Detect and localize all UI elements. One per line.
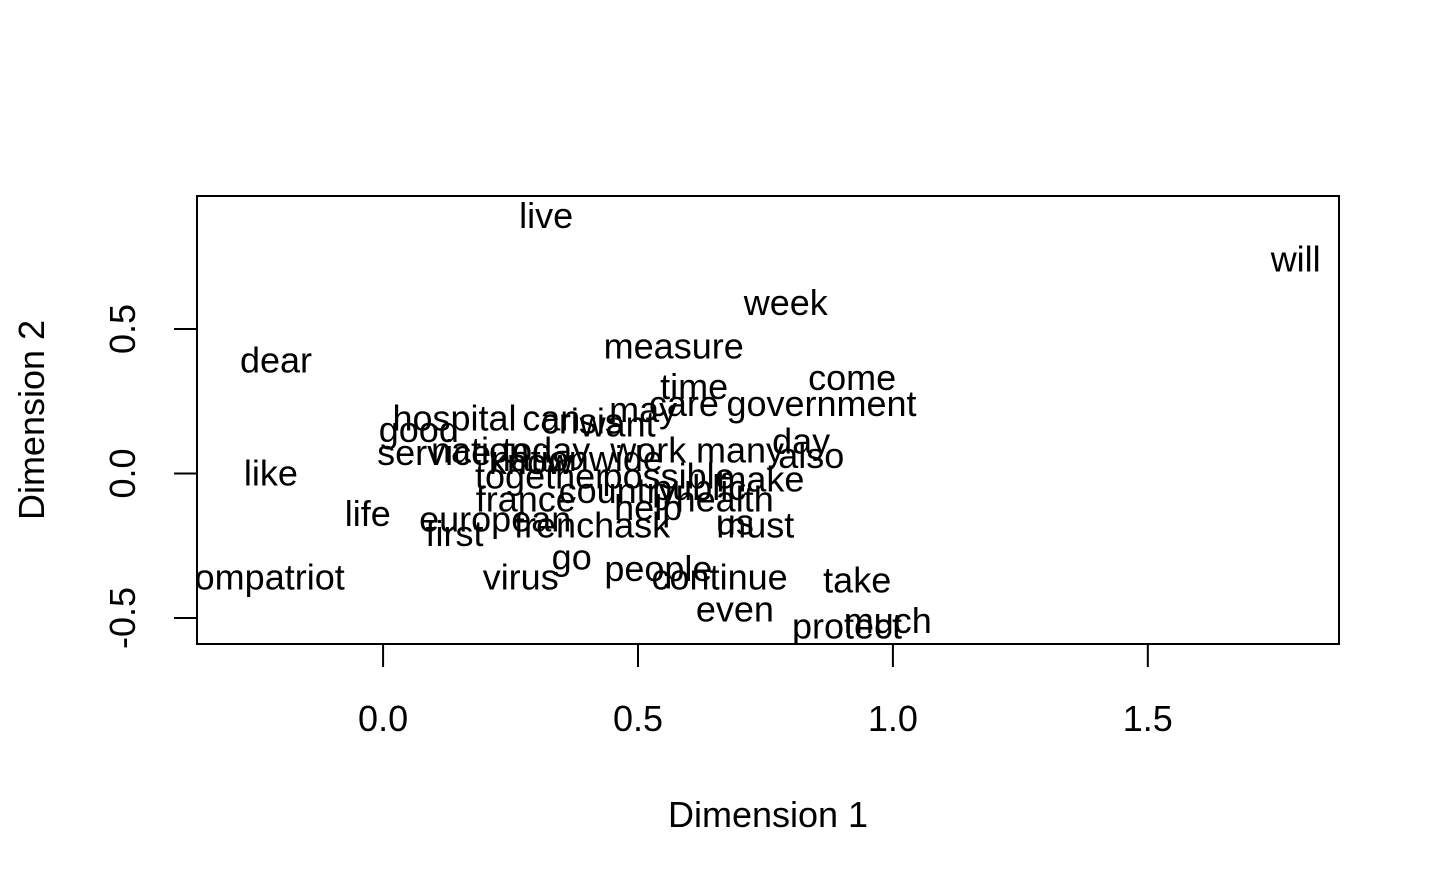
point-label: go — [552, 536, 592, 577]
x-axis-label: Dimension 1 — [668, 794, 868, 835]
point-label: want — [579, 403, 656, 444]
x-axis: 0.0 0.5 1.0 1.5 — [358, 643, 1173, 739]
point-label: care — [649, 383, 719, 424]
point-label: know — [489, 441, 574, 482]
x-tick-label: 1.5 — [1123, 698, 1173, 739]
point-label: together — [475, 455, 607, 496]
point-label: come — [808, 357, 896, 398]
point-label: day — [772, 421, 830, 462]
point-label: also — [778, 435, 844, 476]
point-label: health — [676, 479, 774, 520]
x-tick-label: 1.0 — [868, 698, 918, 739]
point-label: like — [244, 453, 298, 494]
point-label: many — [696, 429, 784, 470]
point-label: virus — [483, 557, 559, 598]
point-label: life — [345, 493, 391, 534]
point-label: even — [696, 588, 774, 629]
point-label: france — [476, 479, 576, 520]
point-label: today — [502, 429, 590, 470]
point-label: us — [716, 502, 754, 543]
point-label: much — [844, 600, 932, 641]
point-label: government — [726, 383, 916, 424]
point-label: european — [419, 499, 571, 540]
point-label: public — [652, 467, 746, 508]
point-label: help — [614, 487, 682, 528]
point-label: protect — [792, 606, 902, 647]
point-label: country — [559, 470, 677, 511]
point-label: crisis — [541, 400, 623, 441]
point-label: first — [426, 513, 484, 554]
point-label: people — [604, 548, 712, 589]
point-label: continue — [652, 557, 788, 598]
point-label: possible — [603, 455, 735, 496]
point-label: service — [377, 432, 491, 473]
point-label: good — [379, 409, 459, 450]
x-tick-label: 0.5 — [613, 698, 663, 739]
x-tick-label: 0.0 — [358, 698, 408, 739]
point-label: work — [609, 429, 687, 470]
point-label: week — [743, 282, 829, 323]
point-label: make — [716, 458, 804, 499]
y-tick-label: -0.5 — [102, 587, 143, 649]
point-label: time — [660, 366, 728, 407]
point-label: will — [1270, 239, 1321, 280]
point-label: can — [522, 398, 580, 439]
point-label: may — [609, 389, 677, 430]
point-label: take — [823, 559, 891, 600]
point-label: frenchask — [514, 505, 671, 546]
point-label: measure — [604, 325, 744, 366]
point-label: nationwide — [491, 438, 663, 479]
y-axis: -0.5 0.0 0.5 — [102, 304, 198, 649]
point-label: must — [716, 505, 794, 546]
y-tick-label: 0.5 — [102, 304, 143, 354]
point-label: dear — [240, 340, 312, 381]
point-label: hospital — [392, 398, 516, 439]
y-tick-label: 0.0 — [102, 448, 143, 498]
point-label: nation — [431, 429, 529, 470]
point-label: live — [519, 195, 573, 236]
y-axis-label: Dimension 2 — [11, 320, 52, 520]
point-label: compatriot — [177, 557, 345, 598]
